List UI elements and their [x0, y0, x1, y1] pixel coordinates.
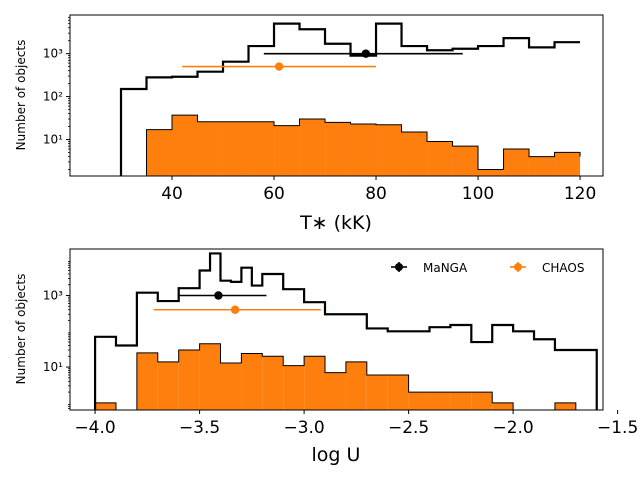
errorbar-marker: [230, 305, 240, 314]
chaos-bar: [199, 343, 221, 410]
chaos-bar: [503, 149, 530, 176]
chaos-bar: [452, 146, 479, 176]
legend-entry-manga: MaNGA: [391, 261, 468, 275]
legend: MaNGA CHAOS: [391, 261, 584, 275]
chaos-bar: [492, 402, 514, 410]
x-axis-ticks: 40 60 80 100 120: [161, 176, 596, 204]
x-axis-label: log U: [312, 444, 361, 466]
plot-frame: [69, 14, 604, 177]
chaos-bar: [248, 121, 275, 176]
chaos-bar: [554, 402, 576, 410]
y-axis-label: Number of objects: [14, 274, 28, 385]
chaos-bar: [345, 361, 367, 410]
chaos-bar: [95, 402, 116, 410]
chaos-bars: [94, 343, 597, 411]
chaos-bar: [387, 375, 409, 410]
chaos-bar: [529, 156, 555, 176]
chaos-bar: [427, 141, 453, 176]
chaos-bar: [178, 349, 200, 410]
chaos-bar: [157, 361, 179, 410]
chaos-outline: [94, 343, 597, 411]
chaos-bar: [299, 119, 326, 176]
chaos-outline: [146, 114, 581, 176]
x-tick-label: 80: [365, 184, 387, 204]
ionization-histogram-panel: −4.0 −3.5 −3.0 −2.5 −2.0 −1.5 10¹ 10³ log U Nu…: [14, 248, 638, 466]
chaos-bar: [376, 124, 402, 176]
x-axis-label: T∗ (kK): [299, 212, 372, 234]
chaos-bar: [304, 356, 326, 410]
chaos-bar: [262, 356, 284, 410]
chaos-bar: [429, 392, 451, 410]
chaos-bar: [478, 169, 504, 176]
chaos-bar: [471, 392, 493, 410]
chaos-bar: [223, 121, 249, 176]
y-tick-label: 10¹: [43, 133, 63, 147]
x-tick-label: −1.5: [597, 418, 638, 438]
y-axis-label: Number of objects: [14, 40, 28, 151]
chaos-bar: [325, 122, 351, 176]
x-tick-label: −2.0: [492, 418, 533, 438]
legend-chaos-marker: [514, 263, 522, 271]
x-tick-label: 100: [462, 184, 494, 204]
legend-manga-label: MaNGA: [423, 261, 468, 275]
chaos-bar: [146, 129, 173, 176]
errorbar-marker: [361, 49, 371, 58]
chaos-bar: [408, 392, 430, 410]
chaos-bar: [136, 352, 158, 410]
legend-entry-chaos: CHAOS: [510, 261, 584, 275]
chaos-bar: [274, 125, 300, 176]
x-tick-label: −2.5: [388, 418, 429, 438]
chaos-bar: [241, 353, 263, 410]
plot-frame: [69, 248, 604, 411]
manga-step-line: [119, 22, 581, 176]
legend-chaos-label: CHAOS: [542, 261, 584, 275]
chaos-bar: [450, 392, 472, 410]
chaos-bar: [401, 131, 428, 176]
chaos-bar: [220, 362, 242, 410]
chaos-bars: [146, 114, 581, 176]
x-tick-label: −3.0: [283, 418, 324, 438]
x-axis-ticks: −4.0 −3.5 −3.0 −2.5 −2.0 −1.5: [74, 410, 638, 438]
x-tick-label: 120: [564, 184, 596, 204]
legend-manga-marker: [395, 263, 403, 271]
y-tick-label: 10²: [43, 90, 63, 104]
errorbar-marker: [214, 291, 223, 300]
x-tick-label: 40: [161, 184, 183, 204]
chaos-bar: [366, 375, 388, 410]
chaos-bar: [197, 121, 224, 176]
y-axis-ticks: 10¹ 10³: [43, 260, 70, 409]
x-tick-label: −4.0: [74, 418, 115, 438]
y-tick-label: 10³: [43, 289, 63, 303]
error-bars: [153, 291, 321, 314]
chaos-bar: [350, 123, 377, 176]
y-tick-label: 10¹: [43, 360, 63, 374]
chaos-bar: [554, 152, 581, 176]
error-bars: [182, 49, 463, 71]
manga-step-line: [93, 252, 598, 410]
x-tick-label: −3.5: [179, 418, 220, 438]
chaos-bar: [283, 365, 305, 410]
y-axis-ticks: 10¹ 10² 10³: [43, 16, 70, 170]
temperature-histogram-panel: 40 60 80 100 120 10¹ 10² 10³ T∗ (kK) Number of…: [14, 14, 604, 234]
errorbar-marker: [274, 62, 284, 71]
chaos-bar: [325, 372, 346, 410]
y-tick-label: 10³: [43, 47, 63, 61]
x-tick-label: 60: [263, 184, 285, 204]
chaos-bar: [172, 115, 198, 176]
